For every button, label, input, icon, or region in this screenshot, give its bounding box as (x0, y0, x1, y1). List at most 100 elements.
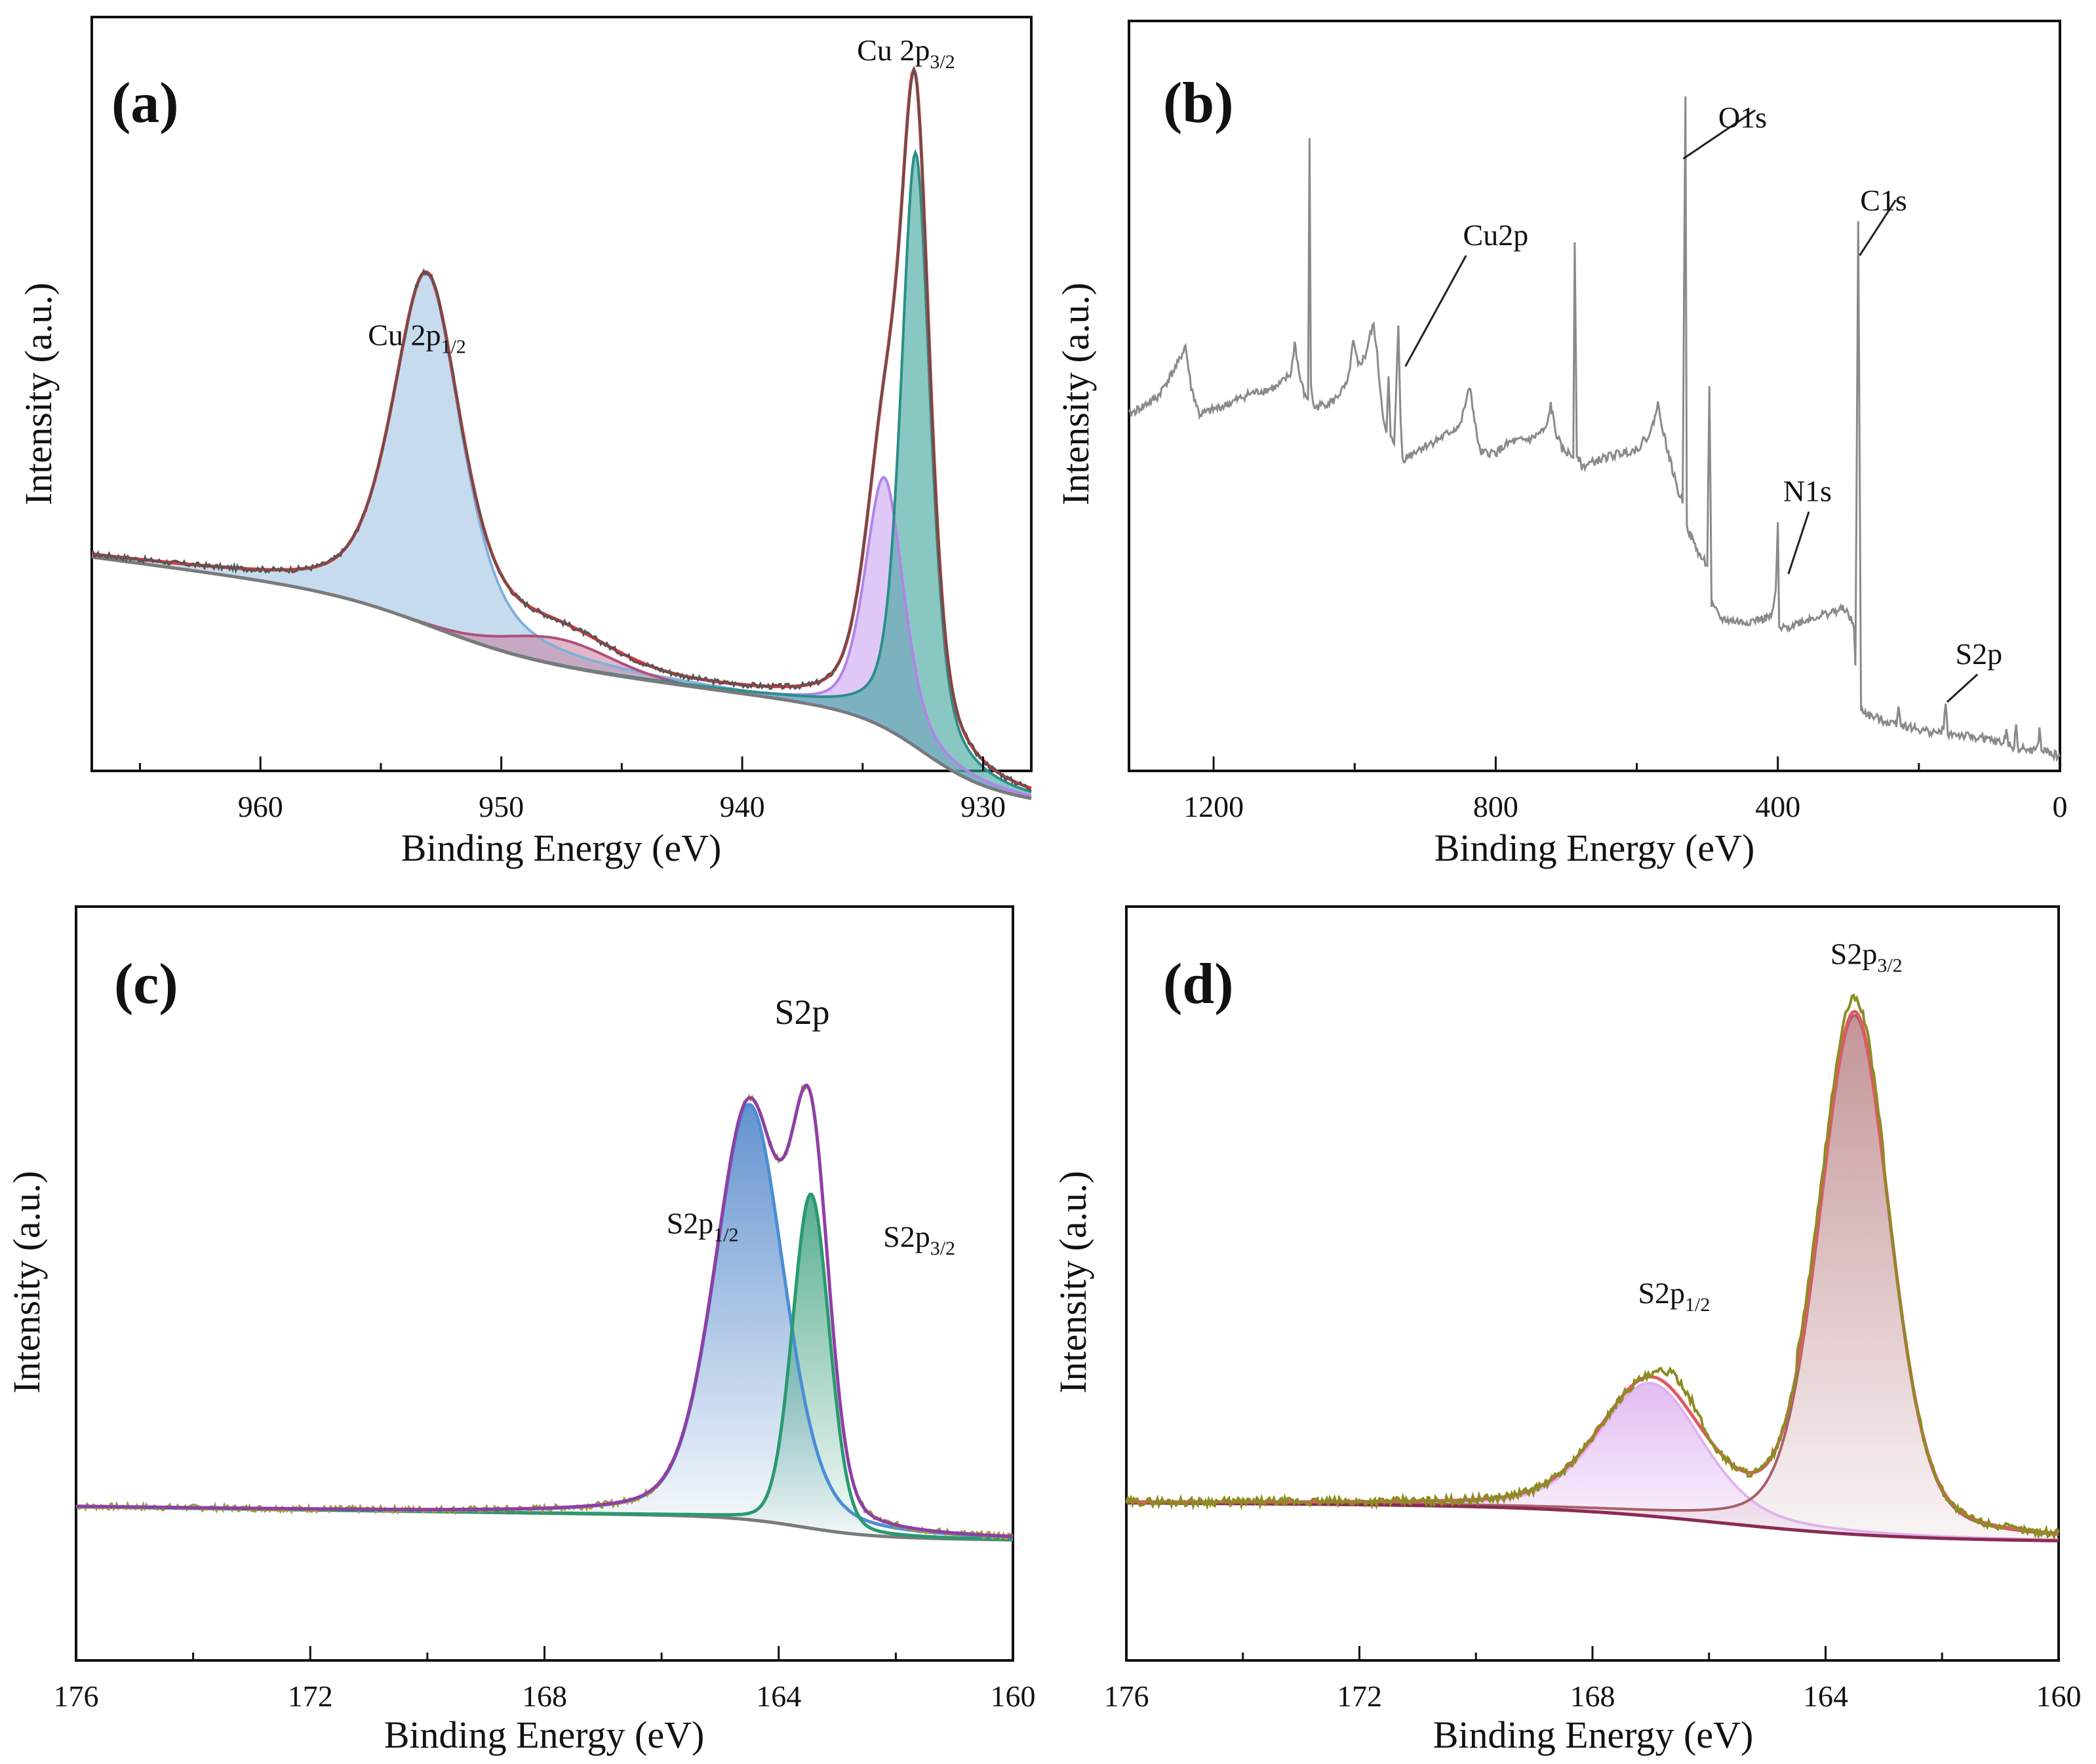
x-tick-label: 400 (1755, 790, 1800, 823)
peak-label-cu2p12-text: Cu 2p (368, 318, 441, 351)
panel-d-x-ticks: 176 172 168 164 160 (1104, 1646, 2082, 1713)
peak-label-s2p12-text: S2p (667, 1206, 714, 1240)
x-tick-label: 950 (479, 790, 524, 823)
x-tick-label: 0 (2053, 790, 2068, 823)
panel-b-label: (b) (1163, 71, 1234, 135)
peak-label-cu2p32: Cu 2p3/2 (857, 33, 955, 73)
panel-c-xlabel: Binding Energy (eV) (384, 1714, 705, 1756)
peak-label-cu2p12: Cu 2p1/2 (368, 318, 466, 357)
panel-b-survey: 1200 800 400 0 (b) Binding Energy (eV) Inte… (1054, 20, 2068, 869)
x-tick-label: 930 (960, 790, 1006, 823)
peak-label-s2p-envelope-text: S2p (774, 992, 829, 1032)
x-tick-label: 960 (238, 790, 283, 823)
peak-label-s2p32-text: S2p (883, 1220, 930, 1253)
panel-a-raw-line (91, 66, 1032, 792)
leader-line (1946, 673, 1979, 703)
panel-d-s2p: 176 172 168 164 160 (d) Binding Energy (eV) … (1052, 905, 2082, 1756)
panel-a-plot-frame (90, 16, 1033, 772)
panel-c-ylabel: Intensity (a.u.) (5, 1171, 48, 1394)
svg-text:S2p1/2: S2p1/2 (667, 1206, 739, 1245)
panel-a-ylabel: Intensity (a.u.) (17, 283, 60, 505)
panel-a-background-line (91, 555, 1032, 800)
x-tick-label: 172 (1337, 1679, 1382, 1713)
panel-b-leader-lines (1404, 109, 1979, 703)
peak-label-d-s2p12: S2p1/2 (1638, 1276, 1710, 1316)
panel-d-label: (d) (1163, 952, 1234, 1016)
leader-line (1682, 109, 1756, 160)
panel-b-x-ticks: 1200 800 400 0 (1183, 756, 2068, 823)
peak-label-d-s2p12-sub: 1/2 (1685, 1294, 1710, 1316)
peak-label-d-s2p32-sub: 3/2 (1877, 954, 1902, 976)
panel-a-label: (a) (111, 71, 179, 135)
panel-a-component-fills (92, 152, 1031, 799)
peak-label-cu2p32-sub: 3/2 (930, 51, 955, 73)
peak-label-cu2p12-sub: 1/2 (441, 336, 465, 357)
panel-c-plot-frame (75, 905, 1014, 1662)
svg-text:Cu 2p3/2: Cu 2p3/2 (857, 33, 955, 73)
peak-label-c1s: C1s (1860, 184, 1907, 217)
panel-a-xlabel: Binding Energy (eV) (401, 827, 722, 869)
panel-d-xlabel: Binding Energy (eV) (1433, 1714, 1754, 1756)
component-s2p12-line (75, 1103, 1014, 1539)
peak-label-d-s2p32: S2p3/2 (1830, 937, 1903, 976)
leader-line (1859, 199, 1897, 256)
panel-c-envelope-line (76, 1084, 1014, 1539)
panel-b-curves (1128, 96, 2061, 762)
panel-d-curves (1125, 993, 2060, 1542)
peak-label-cu2p: Cu2p (1463, 218, 1529, 252)
component-s2p32-line (76, 1192, 1014, 1541)
x-tick-label: 176 (54, 1679, 99, 1713)
x-tick-label: 164 (1803, 1679, 1848, 1713)
x-tick-label: 176 (1104, 1679, 1149, 1713)
panel-b-xlabel: Binding Energy (eV) (1434, 827, 1755, 869)
panel-d-plot-frame (1125, 905, 2060, 1662)
panel-a-x-ticks: 960 950 940 930 (138, 756, 1006, 823)
peak-label-s2p12: S2p1/2 (667, 1206, 739, 1245)
x-tick-label: 164 (756, 1679, 801, 1713)
svg-text:S2p3/2: S2p3/2 (883, 1220, 955, 1259)
peak-label-d-s2p12-text: S2p (1638, 1276, 1685, 1310)
x-tick-label: 1200 (1183, 790, 1244, 823)
component-d-s2p32-fill (1126, 1015, 2059, 1541)
panel-d-ylabel: Intensity (a.u.) (1052, 1171, 1094, 1394)
peak-label-o1s: O1s (1718, 100, 1767, 134)
panel-c-x-ticks: 176 172 168 164 160 (54, 1646, 1036, 1713)
svg-text:S2p3/2: S2p3/2 (1830, 937, 1903, 976)
peak-label-s2p-envelope: S2p (774, 992, 829, 1032)
panel-b-survey-line (1128, 96, 2061, 762)
component-d-s2p12-fill (1126, 1382, 2059, 1541)
panel-a-curves (91, 66, 1032, 800)
panel-d-raw-line (1125, 993, 2060, 1540)
panel-a-cu2p: 960 950 940 930 (a) Binding Energy (eV) Int… (17, 16, 1033, 869)
panel-c-raw-line (75, 1084, 1014, 1540)
svg-text:Cu 2p1/2: Cu 2p1/2 (368, 318, 466, 357)
peak-label-n1s: N1s (1783, 475, 1832, 508)
panel-d-component-fills (1126, 1015, 2059, 1541)
peak-label-s2p32-sub: 3/2 (930, 1238, 955, 1259)
component-s2p32-fill (76, 1194, 1013, 1540)
x-tick-label: 940 (720, 790, 765, 823)
component-cu2p32-teal-fill (92, 152, 1031, 799)
panel-c-curves (75, 1084, 1014, 1542)
panel-c-component-fills (76, 1104, 1013, 1540)
svg-text:S2p1/2: S2p1/2 (1638, 1276, 1710, 1316)
x-tick-label: 172 (288, 1679, 333, 1713)
peak-label-d-s2p32-text: S2p (1830, 937, 1878, 970)
peak-label-s2p: S2p (1955, 637, 2002, 671)
panel-c-label: (c) (114, 952, 178, 1016)
x-tick-label: 160 (991, 1679, 1036, 1713)
panel-c-s2p: 176 172 168 164 160 (c) Binding Energy (eV) … (5, 905, 1036, 1756)
x-tick-label: 168 (1570, 1679, 1615, 1713)
x-tick-label: 800 (1473, 790, 1518, 823)
component-s2p12-fill (76, 1104, 1013, 1540)
leader-line (1787, 511, 1810, 575)
peak-label-s2p12-sub: 1/2 (713, 1224, 738, 1245)
x-tick-label: 168 (522, 1679, 567, 1713)
panel-b-plot-frame (1128, 20, 2061, 772)
panel-b-ylabel: Intensity (a.u.) (1054, 283, 1097, 505)
peak-label-cu2p32-text: Cu 2p (857, 33, 930, 67)
svg-text:S2p: S2p (774, 992, 829, 1032)
leader-line (1404, 255, 1467, 367)
x-tick-label: 160 (2036, 1679, 2082, 1713)
